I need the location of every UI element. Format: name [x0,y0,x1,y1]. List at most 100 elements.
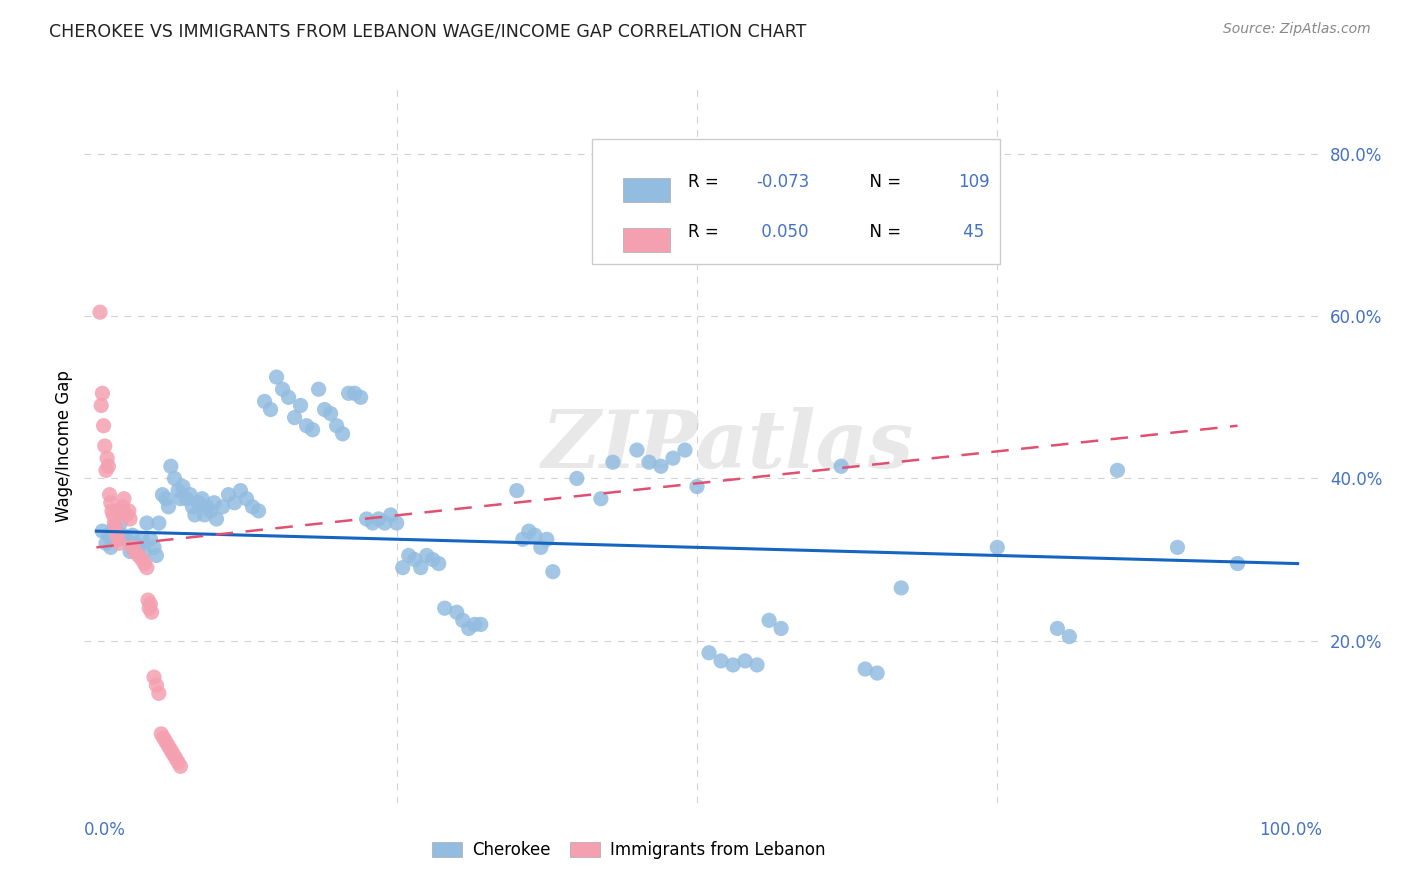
Point [131,533,153,547]
Point [385,516,408,530]
Point [308,382,330,396]
Point [686,479,709,493]
Point [100,496,122,510]
Point [415,549,437,563]
Point [626,443,648,458]
Point [830,459,852,474]
Point [422,552,444,566]
Point [325,418,347,433]
Text: 45: 45 [957,223,984,241]
Point [337,386,360,401]
Point [93,418,115,433]
Point [141,605,163,619]
Point [673,443,696,458]
Point [427,557,450,571]
Point [259,402,281,417]
Point [104,520,127,534]
Point [121,528,143,542]
Point [89,305,111,319]
Point [853,662,876,676]
Point [565,471,588,485]
Point [356,512,378,526]
Point [94,439,117,453]
Point [523,528,546,542]
Point [319,407,342,421]
Point [157,500,180,514]
Point [152,731,174,745]
Point [332,426,354,441]
Y-axis label: Wage/Income Gap: Wage/Income Gap [55,370,73,522]
Point [1226,557,1249,571]
Point [517,524,540,538]
Point [103,520,125,534]
Point [235,491,257,506]
Text: N =: N = [859,173,907,191]
Text: N =: N = [859,223,907,241]
Text: ZIPatlas: ZIPatlas [541,408,914,484]
Point [184,508,207,522]
Point [211,500,233,514]
Point [100,541,122,555]
Point [295,418,318,433]
Point [266,370,288,384]
Point [134,544,156,558]
Point [148,516,170,530]
Point [343,386,366,401]
Text: R =: R = [688,223,724,241]
Point [638,455,661,469]
Text: R =: R = [688,173,724,191]
Point [172,479,194,493]
Point [98,488,121,502]
Point [103,508,125,522]
Point [176,491,198,506]
Point [169,759,191,773]
Point [179,488,201,502]
Point [143,670,166,684]
Point [160,743,183,757]
Point [134,557,156,571]
Text: 0.050: 0.050 [756,223,808,241]
Point [314,402,336,417]
Point [115,508,138,522]
Point [697,646,720,660]
Point [361,516,384,530]
Point [404,552,426,566]
Point [398,549,420,563]
Point [121,541,143,555]
Point [433,601,456,615]
Point [290,399,312,413]
Text: CHEROKEE VS IMMIGRANTS FROM LEBANON WAGE/INCOME GAP CORRELATION CHART: CHEROKEE VS IMMIGRANTS FROM LEBANON WAGE… [49,22,807,40]
Point [97,459,120,474]
Point [118,512,141,526]
Point [391,560,413,574]
Point [890,581,912,595]
Point [136,593,159,607]
Point [135,560,157,574]
Point [115,533,138,547]
Point [734,654,756,668]
Point [1166,541,1188,555]
Point [464,617,486,632]
Point [108,536,131,550]
Point [374,516,396,530]
Point [205,512,228,526]
Point [195,500,218,514]
Point [118,504,141,518]
Point [112,491,135,506]
Point [1107,463,1129,477]
Point [986,541,1008,555]
Point [155,491,177,506]
Point [152,488,174,502]
Point [782,240,804,254]
Point [145,549,167,563]
Text: Source: ZipAtlas.com: Source: ZipAtlas.com [1223,22,1371,37]
Point [143,541,166,555]
Point [124,536,146,550]
Point [139,597,162,611]
Point [148,686,170,700]
Point [446,605,468,619]
Point [277,390,299,404]
Point [101,504,124,518]
Text: 109: 109 [957,173,990,191]
Point [380,508,402,522]
